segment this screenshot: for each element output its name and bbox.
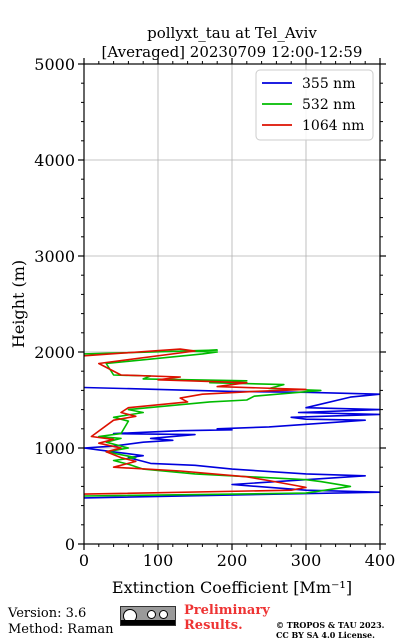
legend-box [255,69,374,141]
copyright-line-1: © TROPOS & TAU 2023. [276,620,385,630]
copyright-line-2: CC BY SA 4.0 License. [276,630,375,640]
y-tick-label: 0 [65,535,75,554]
chart-title-line-2: [Averaged] 20230709 12:00-12:59 [102,43,363,61]
y-tick-label: 3000 [34,247,75,266]
x-tick-label: 100 [143,551,174,570]
y-tick-labels: 0 1000 2000 3000 4000 5000 [34,55,75,554]
axis-ticks [78,58,386,550]
preliminary-line-1: Preliminary [184,603,270,618]
preliminary-label: Preliminary Results. [184,603,270,633]
y-tick-label: 2000 [34,343,75,362]
legend: 355 nm 532 nm 1064 nm [255,69,374,141]
y-tick-label: 1000 [34,439,75,458]
y-tick-label: 4000 [34,151,75,170]
extinction-profile-chart: pollyxt_tau at Tel_Aviv [Averaged] 20230… [9,24,395,597]
legend-label: 1064 nm [302,118,364,134]
series-layer [84,348,380,499]
chart-title-line-1: pollyxt_tau at Tel_Aviv [147,24,317,42]
series-line-355-nm [84,386,380,499]
x-axis-label: Extinction Coefficient [Mm⁻¹] [112,578,352,597]
x-tick-label: 0 [79,551,89,570]
legend-label: 532 nm [302,97,355,113]
copyright-notice: © TROPOS & TAU 2023. CC BY SA 4.0 Licens… [276,620,384,640]
method-text: Method: Raman [8,622,114,637]
x-tick-label: 400 [365,551,396,570]
series-line-1064-nm [84,348,307,495]
preliminary-line-2: Results. [184,618,243,633]
version-text: Version: 3.6 [8,606,87,621]
x-tick-label: 300 [291,551,322,570]
x-tick-label: 200 [217,551,248,570]
legend-label: 355 nm [302,76,355,92]
cc-by-sa-icon [120,606,176,626]
y-tick-label: 5000 [34,55,75,74]
y-axis-label: Height (m) [9,260,28,348]
x-tick-labels: 0 100 200 300 400 [79,551,395,570]
